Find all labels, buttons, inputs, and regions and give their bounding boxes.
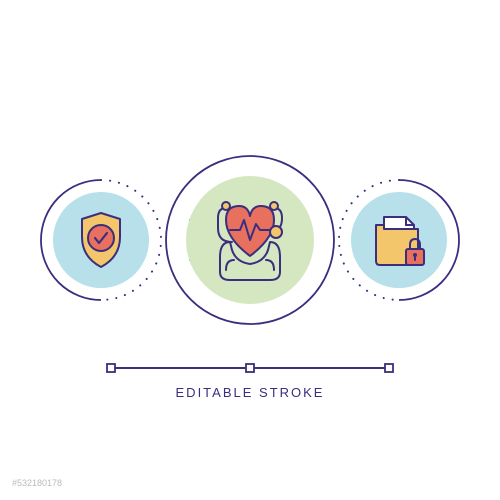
heart-hands-icon [162, 152, 338, 328]
watermark-id: #532180178 [12, 478, 62, 488]
icon-row [0, 150, 500, 330]
caption-text: EDITABLE STROKE [0, 385, 500, 400]
shield-check-icon [36, 175, 166, 305]
edit-handles-separator [105, 358, 395, 378]
folder-lock-icon [334, 175, 464, 305]
infographic-canvas: EDITABLE STROKE #532180178 [0, 0, 500, 500]
